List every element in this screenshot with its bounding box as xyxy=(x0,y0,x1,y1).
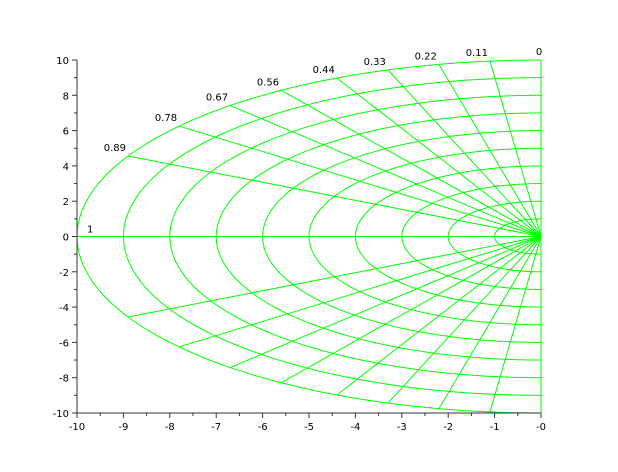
y-tick-label: 6 xyxy=(63,127,69,138)
x-tick-label: -7 xyxy=(211,422,221,433)
y-tick-label: -4 xyxy=(59,303,69,314)
damping-label: 0.22 xyxy=(415,51,437,62)
damping-ray xyxy=(489,60,542,237)
x-tick-label: -0 xyxy=(536,422,546,433)
damping-ray xyxy=(229,105,542,237)
grid-lines xyxy=(76,59,542,414)
damping-ray xyxy=(387,69,542,237)
damping-label: 0.33 xyxy=(364,57,386,68)
damping-ray xyxy=(178,236,542,348)
x-tick-label: -4 xyxy=(350,422,360,433)
damping-ray xyxy=(336,236,542,396)
damping-label: 0.78 xyxy=(155,113,177,124)
damping-ray xyxy=(280,236,542,384)
damping-ray xyxy=(280,89,542,237)
x-tick-label: -5 xyxy=(304,422,314,433)
y-tick-label: 0 xyxy=(63,233,69,244)
y-tick-label: -6 xyxy=(59,338,69,349)
y-tick-label: 10 xyxy=(56,56,69,67)
damping-label: 0.44 xyxy=(313,65,335,76)
x-tick-label: -2 xyxy=(443,422,453,433)
x-tick-label: -8 xyxy=(165,422,175,433)
damping-ray xyxy=(438,64,542,237)
damping-ray xyxy=(336,77,542,237)
x-tick-label: -3 xyxy=(397,422,407,433)
x-tick-label: -9 xyxy=(118,422,128,433)
damping-ray xyxy=(229,236,542,368)
x-tick-label: -1 xyxy=(490,422,500,433)
damping-label: 0.67 xyxy=(206,92,228,103)
y-tick-label: -2 xyxy=(59,268,69,279)
y-tick-label: -8 xyxy=(59,374,69,385)
damping-label: 1 xyxy=(87,225,93,236)
damping-label: 0.56 xyxy=(257,77,279,88)
damping-label: 0 xyxy=(536,47,542,58)
x-tick-label: -10 xyxy=(69,422,85,433)
damping-ray xyxy=(178,125,542,237)
damping-ray xyxy=(387,236,542,404)
damping-ray xyxy=(489,236,542,413)
axes: -10 -9 -8 -7 -6 -5 -4 -3 -2 -1 -0 -10 -8 -6 -4 -2 0 2 4 6 8 1… xyxy=(53,56,546,433)
damping-ray xyxy=(127,155,542,237)
y-tick-label: 4 xyxy=(63,162,69,173)
y-tick-label: 2 xyxy=(63,197,69,208)
x-tick-label: -6 xyxy=(258,422,268,433)
damping-label: 0.11 xyxy=(466,48,488,59)
damping-ray xyxy=(127,236,542,318)
damping-ray xyxy=(438,236,542,409)
damping-label: 0.89 xyxy=(104,143,126,154)
y-tick-label: -10 xyxy=(53,409,69,420)
damping-labels: 1 0.89 0.78 0.67 0.56 0.44 0.33 0.22 0.11 0 xyxy=(87,47,542,236)
y-tick-label: 8 xyxy=(63,91,69,102)
